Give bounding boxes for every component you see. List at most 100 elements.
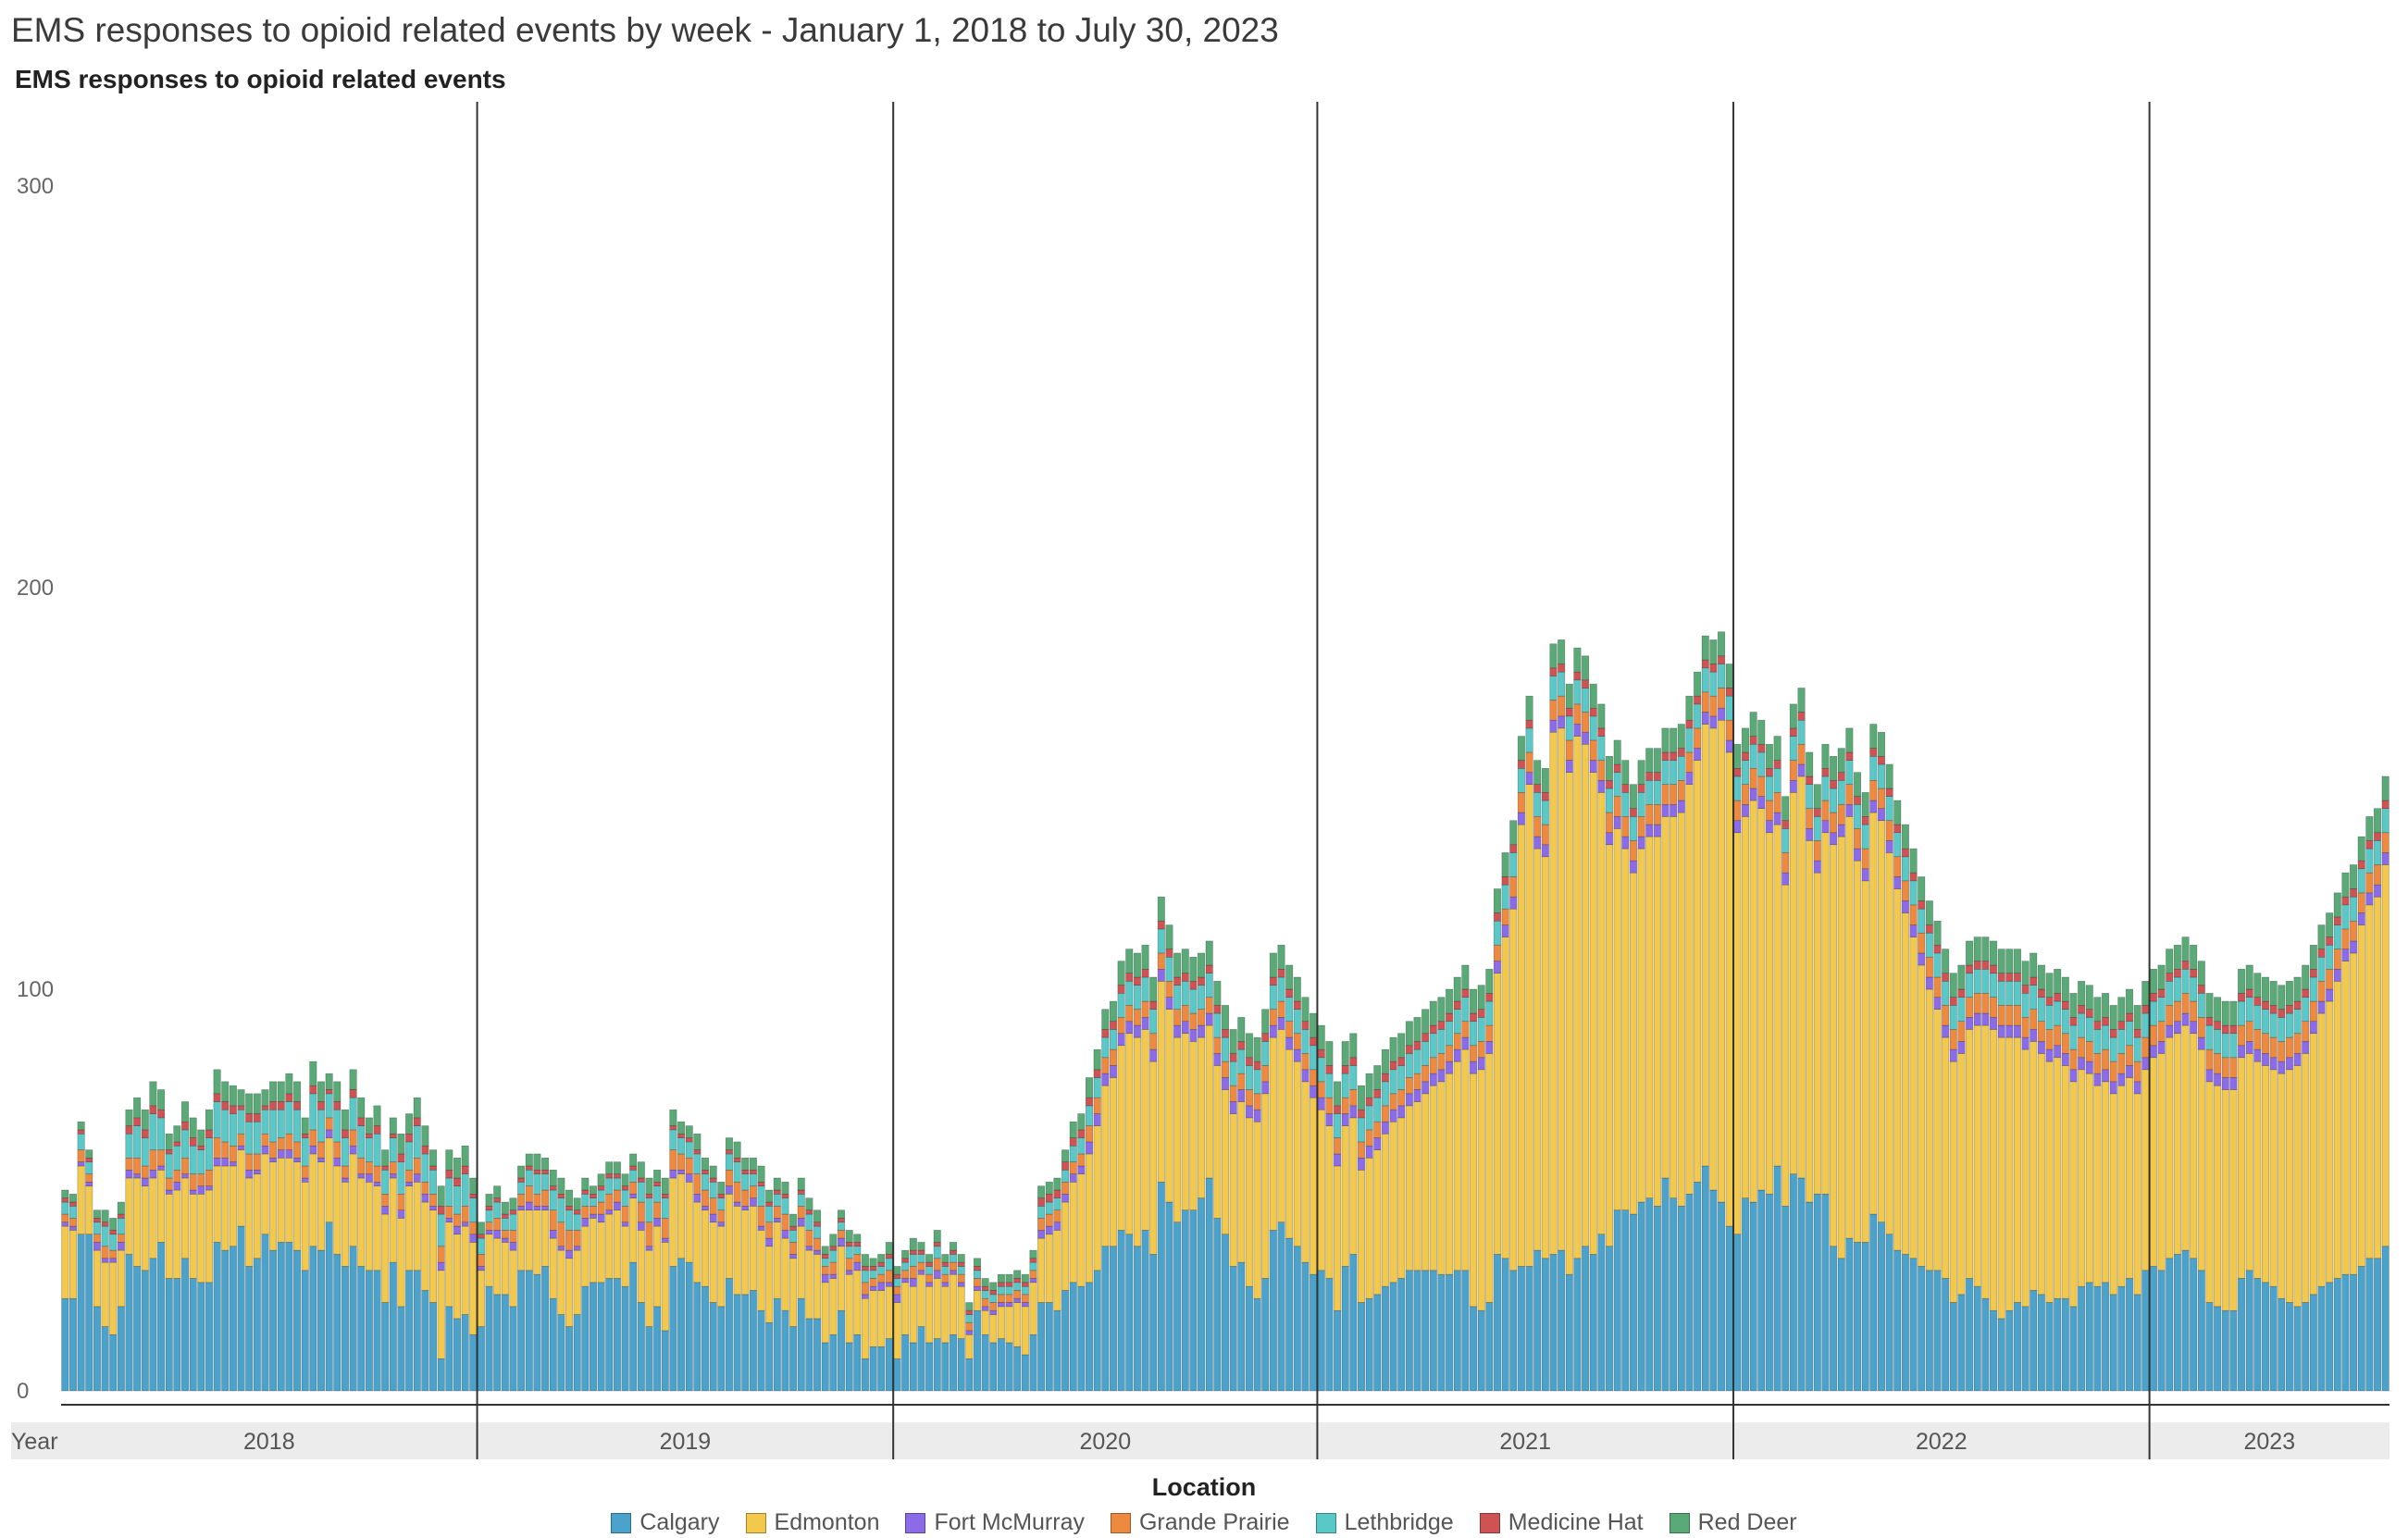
bar-lethbridge[interactable]: [309, 1093, 317, 1131]
bar-edmonton[interactable]: [693, 1201, 701, 1284]
bar-edmonton[interactable]: [245, 1177, 254, 1267]
bar-medicine-hat[interactable]: [837, 1218, 846, 1223]
bar-lethbridge[interactable]: [589, 1197, 597, 1207]
bar-lethbridge[interactable]: [709, 1182, 717, 1198]
bar-lethbridge[interactable]: [1470, 1021, 1478, 1047]
bar-lethbridge[interactable]: [1141, 976, 1149, 1002]
legend-item-red-deer[interactable]: Red Deer: [1669, 1509, 1797, 1536]
bar-red-deer[interactable]: [1397, 1033, 1406, 1059]
bar-fort-mcmurray[interactable]: [765, 1237, 774, 1247]
bar-red-deer[interactable]: [1093, 1048, 1101, 1071]
bar-fort-mcmurray[interactable]: [701, 1206, 710, 1210]
bar-grande-prairie[interactable]: [2214, 1053, 2222, 1074]
bar-grande-prairie[interactable]: [413, 1157, 421, 1174]
bar-lethbridge[interactable]: [1558, 671, 1566, 697]
bar-medicine-hat[interactable]: [285, 1093, 293, 1102]
bar-grande-prairie[interactable]: [453, 1213, 462, 1227]
bar-edmonton[interactable]: [1733, 832, 1742, 1235]
bar-edmonton[interactable]: [781, 1237, 789, 1311]
bar-fort-mcmurray[interactable]: [397, 1209, 405, 1219]
bar-medicine-hat[interactable]: [1973, 961, 1981, 970]
bar-grande-prairie[interactable]: [2269, 1036, 2278, 1059]
bar-fort-mcmurray[interactable]: [1789, 780, 1797, 793]
bar-lethbridge[interactable]: [893, 1278, 901, 1287]
bar-fort-mcmurray[interactable]: [549, 1230, 557, 1239]
bar-fort-mcmurray[interactable]: [1446, 1060, 1454, 1074]
bar-fort-mcmurray[interactable]: [93, 1242, 101, 1251]
bar-edmonton[interactable]: [1877, 820, 1886, 1223]
bar-grande-prairie[interactable]: [2173, 1000, 2181, 1023]
bar-red-deer[interactable]: [213, 1069, 221, 1095]
bar-edmonton[interactable]: [1990, 1029, 1998, 1311]
bar-calgary[interactable]: [1901, 1254, 1909, 1392]
bar-fort-mcmurray[interactable]: [381, 1206, 390, 1215]
bar-grande-prairie[interactable]: [1389, 1093, 1397, 1110]
bar-grande-prairie[interactable]: [1213, 1036, 1222, 1054]
bar-medicine-hat[interactable]: [1470, 1012, 1478, 1023]
bar-red-deer[interactable]: [333, 1081, 341, 1102]
bar-calgary[interactable]: [597, 1282, 605, 1392]
bar-fort-mcmurray[interactable]: [2205, 1069, 2214, 1083]
bar-edmonton[interactable]: [181, 1177, 190, 1259]
bar-lethbridge[interactable]: [453, 1185, 462, 1215]
bar-fort-mcmurray[interactable]: [2069, 1069, 2078, 1083]
bar-medicine-hat[interactable]: [1517, 760, 1525, 769]
bar-edmonton[interactable]: [365, 1182, 373, 1271]
bar-fort-mcmurray[interactable]: [1893, 876, 1902, 889]
bar-grande-prairie[interactable]: [517, 1194, 526, 1207]
bar-edmonton[interactable]: [349, 1153, 357, 1247]
bar-fort-mcmurray[interactable]: [1813, 860, 1821, 874]
bar-fort-mcmurray[interactable]: [2357, 912, 2365, 925]
bar-grande-prairie[interactable]: [2078, 1036, 2086, 1059]
bar-grande-prairie[interactable]: [2253, 1029, 2262, 1050]
bar-fort-mcmurray[interactable]: [1261, 1081, 1270, 1095]
bar-fort-mcmurray[interactable]: [2381, 852, 2389, 865]
bar-red-deer[interactable]: [1565, 683, 1573, 709]
bar-edmonton[interactable]: [1277, 1029, 1285, 1223]
bar-lethbridge[interactable]: [1198, 985, 1206, 1011]
bar-edmonton[interactable]: [469, 1242, 478, 1335]
bar-lethbridge[interactable]: [1429, 1033, 1437, 1059]
bar-fort-mcmurray[interactable]: [1310, 1085, 1318, 1098]
bar-lethbridge[interactable]: [1597, 736, 1606, 761]
bar-fort-mcmurray[interactable]: [1349, 1105, 1358, 1119]
bar-medicine-hat[interactable]: [1749, 736, 1757, 745]
bar-lethbridge[interactable]: [477, 1237, 485, 1255]
bar-medicine-hat[interactable]: [1949, 997, 1957, 1006]
bar-edmonton[interactable]: [493, 1237, 502, 1296]
bar-edmonton[interactable]: [1285, 1048, 1294, 1239]
bar-calgary[interactable]: [349, 1246, 357, 1392]
bar-lethbridge[interactable]: [2229, 1033, 2238, 1059]
bar-medicine-hat[interactable]: [541, 1170, 550, 1174]
bar-grande-prairie[interactable]: [2037, 1021, 2045, 1042]
bar-lethbridge[interactable]: [845, 1246, 853, 1259]
bar-fort-mcmurray[interactable]: [901, 1278, 910, 1284]
bar-fort-mcmurray[interactable]: [589, 1213, 597, 1219]
bar-medicine-hat[interactable]: [1533, 784, 1542, 793]
bar-edmonton[interactable]: [397, 1218, 405, 1308]
bar-grande-prairie[interactable]: [1405, 1077, 1413, 1095]
bar-red-deer[interactable]: [245, 1093, 254, 1114]
bar-calgary[interactable]: [1997, 1318, 2005, 1392]
bar-fort-mcmurray[interactable]: [1069, 1173, 1077, 1183]
bar-medicine-hat[interactable]: [2302, 988, 2310, 998]
bar-fort-mcmurray[interactable]: [1365, 1145, 1373, 1159]
bar-grande-prairie[interactable]: [1918, 932, 1926, 954]
bar-medicine-hat[interactable]: [1813, 808, 1821, 817]
bar-edmonton[interactable]: [901, 1282, 910, 1335]
bar-edmonton[interactable]: [725, 1194, 733, 1279]
bar-grande-prairie[interactable]: [1694, 727, 1702, 749]
bar-fort-mcmurray[interactable]: [1213, 1053, 1222, 1066]
bar-medicine-hat[interactable]: [493, 1197, 502, 1203]
bar-fort-mcmurray[interactable]: [229, 1161, 237, 1167]
bar-medicine-hat[interactable]: [805, 1209, 813, 1215]
bar-calgary[interactable]: [2214, 1306, 2222, 1392]
bar-grande-prairie[interactable]: [189, 1173, 197, 1191]
bar-red-deer[interactable]: [573, 1197, 581, 1211]
bar-red-deer[interactable]: [1061, 1149, 1070, 1162]
bar-grande-prairie[interactable]: [853, 1254, 862, 1263]
bar-fort-mcmurray[interactable]: [2021, 1036, 2029, 1050]
bar-grande-prairie[interactable]: [861, 1282, 869, 1296]
bar-fort-mcmurray[interactable]: [629, 1194, 638, 1198]
bar-lethbridge[interactable]: [2102, 1024, 2110, 1050]
